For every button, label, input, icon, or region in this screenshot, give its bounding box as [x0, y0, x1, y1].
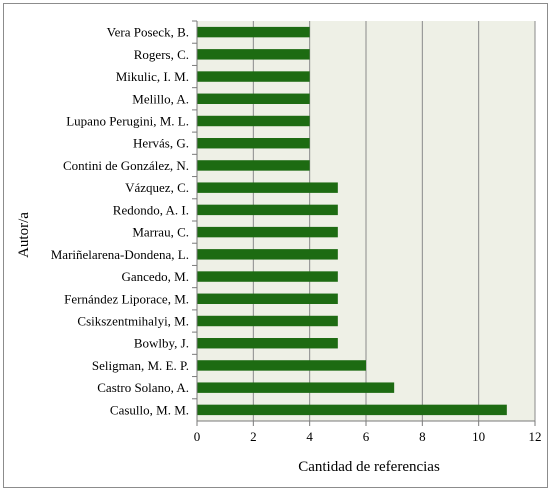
- category-label-9: Marrau, C.: [132, 225, 189, 240]
- category-label-4: Lupano Perugini, M. L.: [66, 114, 189, 129]
- bar-13: [197, 315, 338, 327]
- bar-15: [197, 360, 366, 371]
- bar-2: [197, 71, 310, 82]
- bar-14: [197, 338, 338, 349]
- x-tick-label-12: 12: [529, 429, 542, 444]
- x-tick-label-8: 8: [419, 429, 426, 444]
- category-label-3: Melillo, A.: [132, 91, 189, 106]
- category-label-10: Mariñelarena-Dondena, L.: [51, 247, 189, 262]
- category-label-8: Redondo, A. I.: [113, 202, 189, 217]
- bar-3: [197, 93, 310, 104]
- category-label-12: Fernández Liporace, M.: [64, 291, 189, 306]
- category-label-0: Vera Poseck, B.: [107, 25, 189, 40]
- bar-12: [197, 293, 338, 304]
- chart-frame: Vera Poseck, B. Rogers, C. Mikulic, I. M. M…: [3, 3, 548, 488]
- bar-17: [197, 404, 507, 416]
- x-tick-label-2: 2: [250, 429, 256, 444]
- category-label-15: Seligman, M. E. P.: [92, 358, 189, 373]
- bar-11: [197, 271, 338, 282]
- category-label-1: Rogers, C.: [134, 47, 189, 62]
- category-label-2: Mikulic, I. M.: [116, 69, 189, 84]
- category-label-14: Bowlby, J.: [134, 336, 189, 351]
- bar-16: [197, 382, 395, 393]
- category-label-17: Casullo, M. M.: [110, 402, 189, 417]
- bar-6: [197, 160, 310, 171]
- x-tick-label-4: 4: [306, 429, 313, 444]
- bar-chart: Vera Poseck, B. Rogers, C. Mikulic, I. M. M…: [16, 20, 542, 475]
- bar-8: [197, 204, 338, 216]
- bar-1: [197, 49, 310, 60]
- bar-0: [197, 26, 310, 38]
- category-labels: Vera Poseck, B. Rogers, C. Mikulic, I. M. M…: [51, 20, 197, 417]
- bars: [197, 26, 507, 416]
- y-axis-title: Autor/a: [16, 212, 32, 258]
- x-axis-title: Cantidad de referencias: [298, 459, 440, 475]
- x-tick-label-0: 0: [194, 429, 201, 444]
- category-label-7: Vázquez, C.: [125, 180, 189, 195]
- bar-10: [197, 249, 338, 260]
- bar-4: [197, 115, 310, 127]
- category-label-16: Castro Solano, A.: [97, 380, 189, 395]
- x-tick-labels: 0 2 4 6 8 10 12: [194, 421, 542, 444]
- category-label-11: Gancedo, M.: [121, 269, 189, 284]
- category-label-6: Contini de González, N.: [63, 158, 189, 173]
- bar-9: [197, 226, 338, 238]
- category-label-13: Csikszentmihalyi, M.: [77, 314, 189, 329]
- gridlines: [252, 21, 536, 421]
- bar-7: [197, 182, 338, 193]
- x-tick-label-6: 6: [363, 429, 370, 444]
- category-label-5: Hervás, G.: [133, 136, 189, 151]
- bar-5: [197, 138, 310, 149]
- x-tick-label-10: 10: [472, 429, 485, 444]
